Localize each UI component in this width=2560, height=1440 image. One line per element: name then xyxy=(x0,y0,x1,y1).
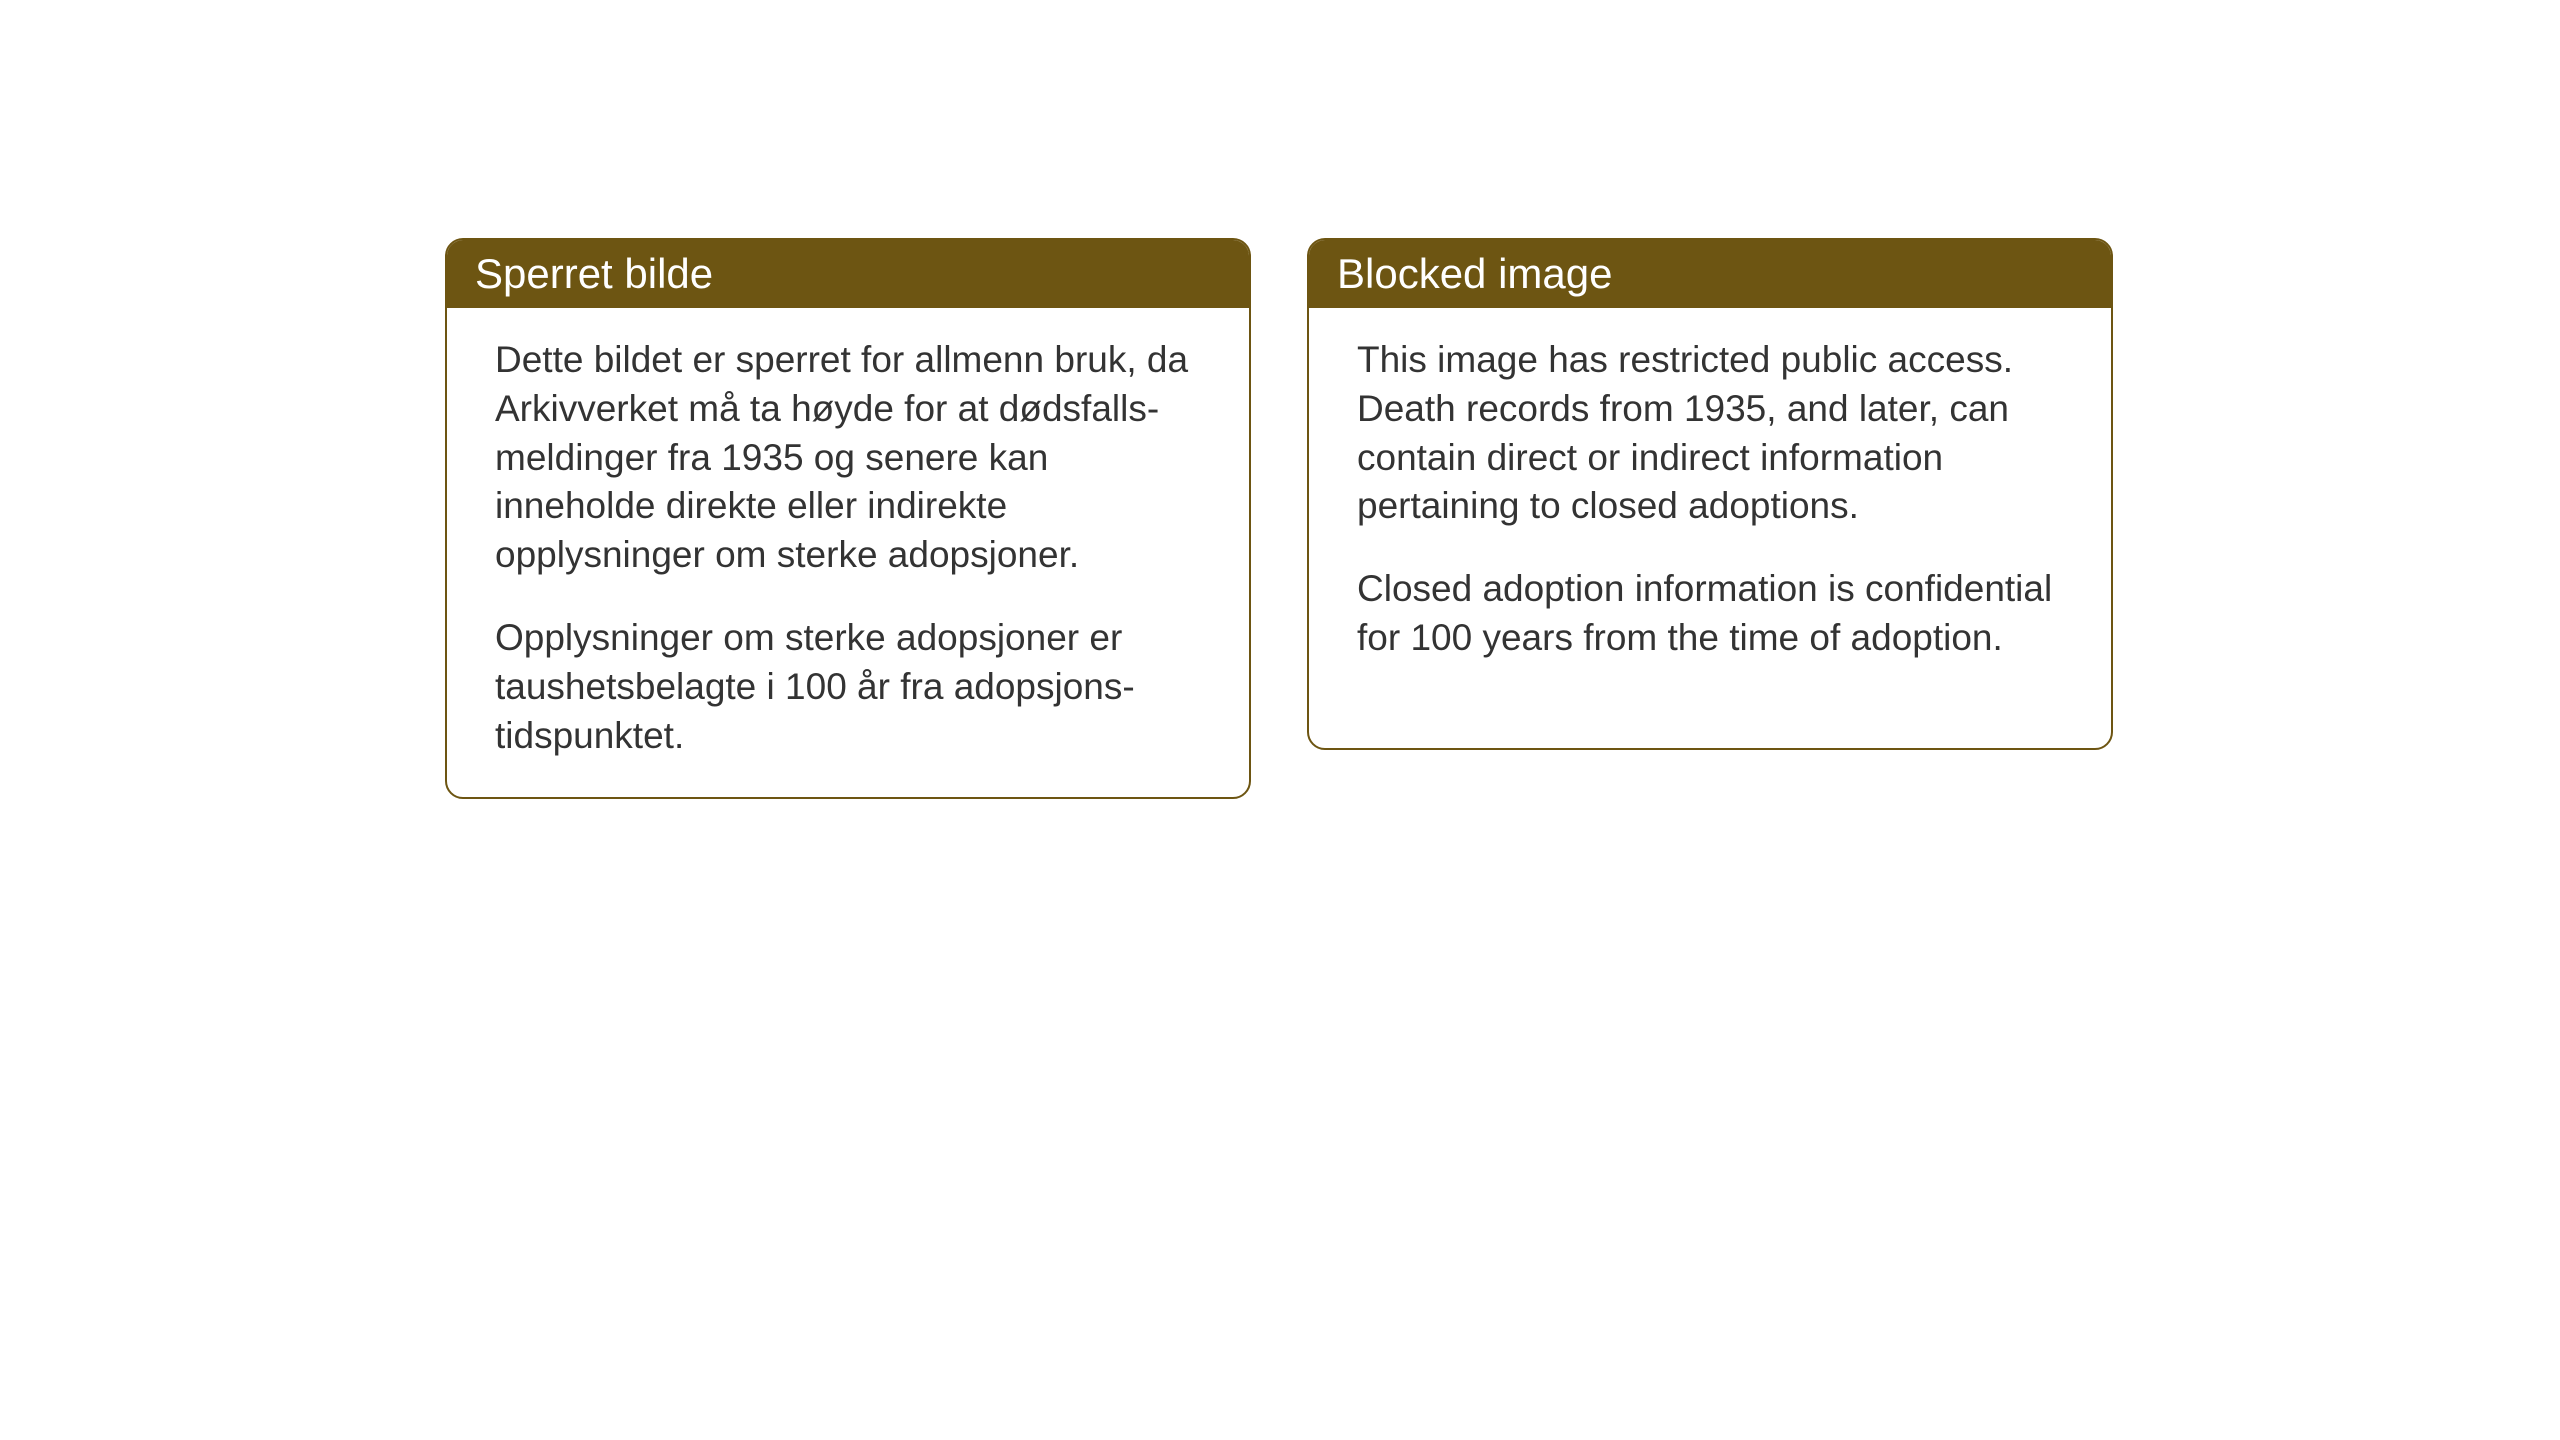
english-card-body: This image has restricted public access.… xyxy=(1309,308,2111,699)
norwegian-paragraph-2: Opplysninger om sterke adopsjoner er tau… xyxy=(495,614,1201,760)
english-card-title: Blocked image xyxy=(1309,240,2111,308)
english-paragraph-2: Closed adoption information is confident… xyxy=(1357,565,2063,663)
norwegian-card-title: Sperret bilde xyxy=(447,240,1249,308)
norwegian-notice-card: Sperret bilde Dette bildet er sperret fo… xyxy=(445,238,1251,799)
norwegian-paragraph-1: Dette bildet er sperret for allmenn bruk… xyxy=(495,336,1201,580)
english-paragraph-1: This image has restricted public access.… xyxy=(1357,336,2063,531)
notice-container: Sperret bilde Dette bildet er sperret fo… xyxy=(445,238,2113,799)
english-notice-card: Blocked image This image has restricted … xyxy=(1307,238,2113,750)
norwegian-card-body: Dette bildet er sperret for allmenn bruk… xyxy=(447,308,1249,797)
